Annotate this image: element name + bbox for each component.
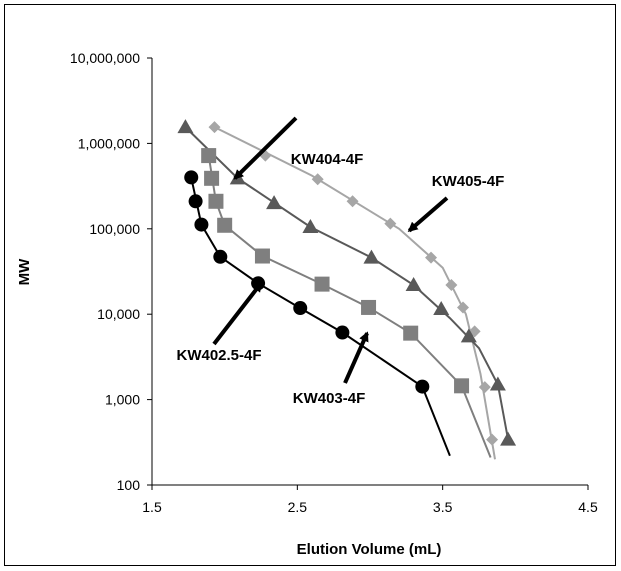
annotation-arrow	[233, 116, 298, 180]
data-point	[433, 301, 450, 316]
data-point	[177, 119, 194, 134]
series-kw403-4f	[201, 148, 492, 458]
chart-frame	[4, 4, 616, 566]
data-point	[363, 249, 380, 264]
data-point	[500, 431, 517, 446]
data-point	[486, 433, 499, 446]
x-tick-label: 3.5	[433, 499, 453, 515]
data-point	[266, 195, 283, 210]
data-point	[346, 195, 359, 208]
y-axis-title: MW	[16, 258, 33, 285]
data-point	[403, 325, 419, 341]
data-point	[204, 170, 220, 186]
annotation-label: KW405-4F	[432, 173, 505, 190]
data-point	[335, 325, 350, 340]
annotation-arrow	[407, 196, 449, 233]
annotation-label: KW402.5-4F	[176, 347, 261, 364]
series-kw404-4f	[177, 119, 517, 446]
data-point	[184, 170, 199, 185]
data-point	[314, 276, 330, 292]
data-point	[457, 301, 470, 314]
y-tick-label: 1,000	[105, 392, 140, 408]
data-point	[201, 148, 217, 164]
data-point	[361, 299, 377, 315]
data-point	[254, 248, 270, 264]
data-point	[405, 276, 422, 291]
data-point	[425, 251, 438, 264]
data-point	[208, 193, 224, 209]
x-tick-label: 1.5	[142, 499, 162, 515]
annotation-layer: KW404-4F KW405-4F KW402.5-4F KW403-4F	[176, 116, 505, 407]
data-point	[415, 379, 430, 394]
data-point	[194, 217, 209, 232]
data-point	[384, 217, 397, 230]
y-tick-label: 10,000	[97, 306, 140, 322]
y-tick-label: 100	[117, 477, 141, 493]
data-point	[293, 301, 308, 316]
data-point	[460, 328, 477, 343]
y-tick-label: 10,000,000	[70, 50, 140, 66]
annotation-label: KW403-4F	[293, 390, 366, 407]
data-point	[188, 194, 203, 209]
data-point	[445, 278, 458, 291]
data-point	[208, 121, 221, 134]
data-point	[213, 249, 228, 264]
annotation-label: KW404-4F	[291, 151, 364, 168]
y-tick-label: 1,000,000	[78, 135, 140, 151]
x-tick-label: 4.5	[578, 499, 598, 515]
axes: 1.5 2.5 3.5 4.5 100 1,000 10,000 100,000 1,000,0…	[70, 50, 598, 515]
series-layer	[177, 119, 517, 460]
data-point	[217, 217, 233, 233]
data-point	[302, 218, 319, 233]
data-point	[454, 378, 470, 394]
series-kw405-4f	[208, 121, 499, 460]
series-kw402-5-4f	[184, 170, 451, 457]
annotation-arrow	[343, 331, 369, 384]
data-point	[311, 173, 324, 186]
x-tick-label: 2.5	[288, 499, 308, 515]
data-point	[489, 376, 506, 391]
annotation-arrow	[212, 281, 263, 346]
y-tick-label: 100,000	[89, 221, 140, 237]
data-point	[478, 381, 491, 394]
series-line	[214, 126, 496, 460]
x-axis-title: Elution Volume (mL)	[297, 541, 442, 558]
